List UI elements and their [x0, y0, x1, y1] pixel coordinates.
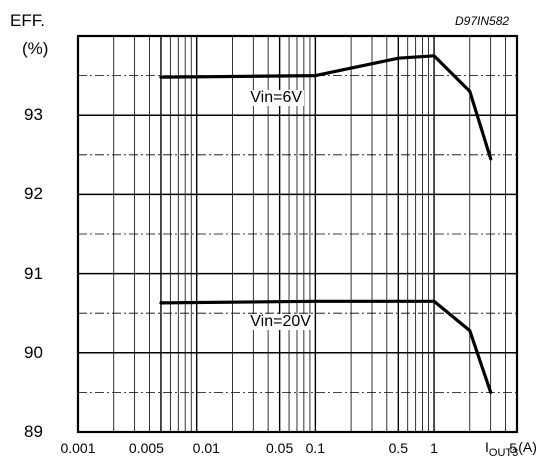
x-axis-label: IOUT3(A) — [485, 440, 537, 459]
y-tick-label: 91 — [24, 263, 43, 283]
x-tick-label: 0.005 — [128, 440, 164, 456]
x-tick-label: 0.05 — [266, 440, 294, 456]
y-axis-label-percent: (%) — [22, 39, 49, 58]
series-label-vin-20v: Vin=20V — [248, 313, 313, 331]
y-tick-label: 93 — [24, 105, 43, 125]
x-tick-label: 0.5 — [388, 440, 409, 456]
x-tick-label: 0.001 — [60, 440, 96, 456]
x-axis-label-unit: (A) — [518, 439, 537, 455]
series-line-vin-20v — [159, 299, 493, 394]
y-tick-label: 89 — [24, 422, 43, 441]
y-tick-label: 92 — [24, 184, 43, 204]
x-axis-label-prefix: I — [485, 439, 489, 455]
x-tick-label: 0.1 — [305, 440, 326, 456]
x-tick-label: 5 — [509, 440, 517, 456]
plot-frame — [76, 34, 519, 434]
y-tick-label: 90 — [24, 342, 43, 362]
y-axis-label-eff: EFF. — [10, 11, 45, 30]
series-label-vin-6v: Vin=6V — [248, 89, 305, 107]
x-tick-label: 1 — [430, 440, 438, 456]
x-axis-label-sub: OUT3 — [488, 446, 519, 459]
grid — [78, 36, 518, 433]
x-tick-label: 0.01 — [192, 440, 220, 456]
figure-code: D97IN582 — [455, 14, 510, 28]
series-layer — [159, 54, 493, 394]
series-line-vin-6v — [159, 54, 493, 161]
